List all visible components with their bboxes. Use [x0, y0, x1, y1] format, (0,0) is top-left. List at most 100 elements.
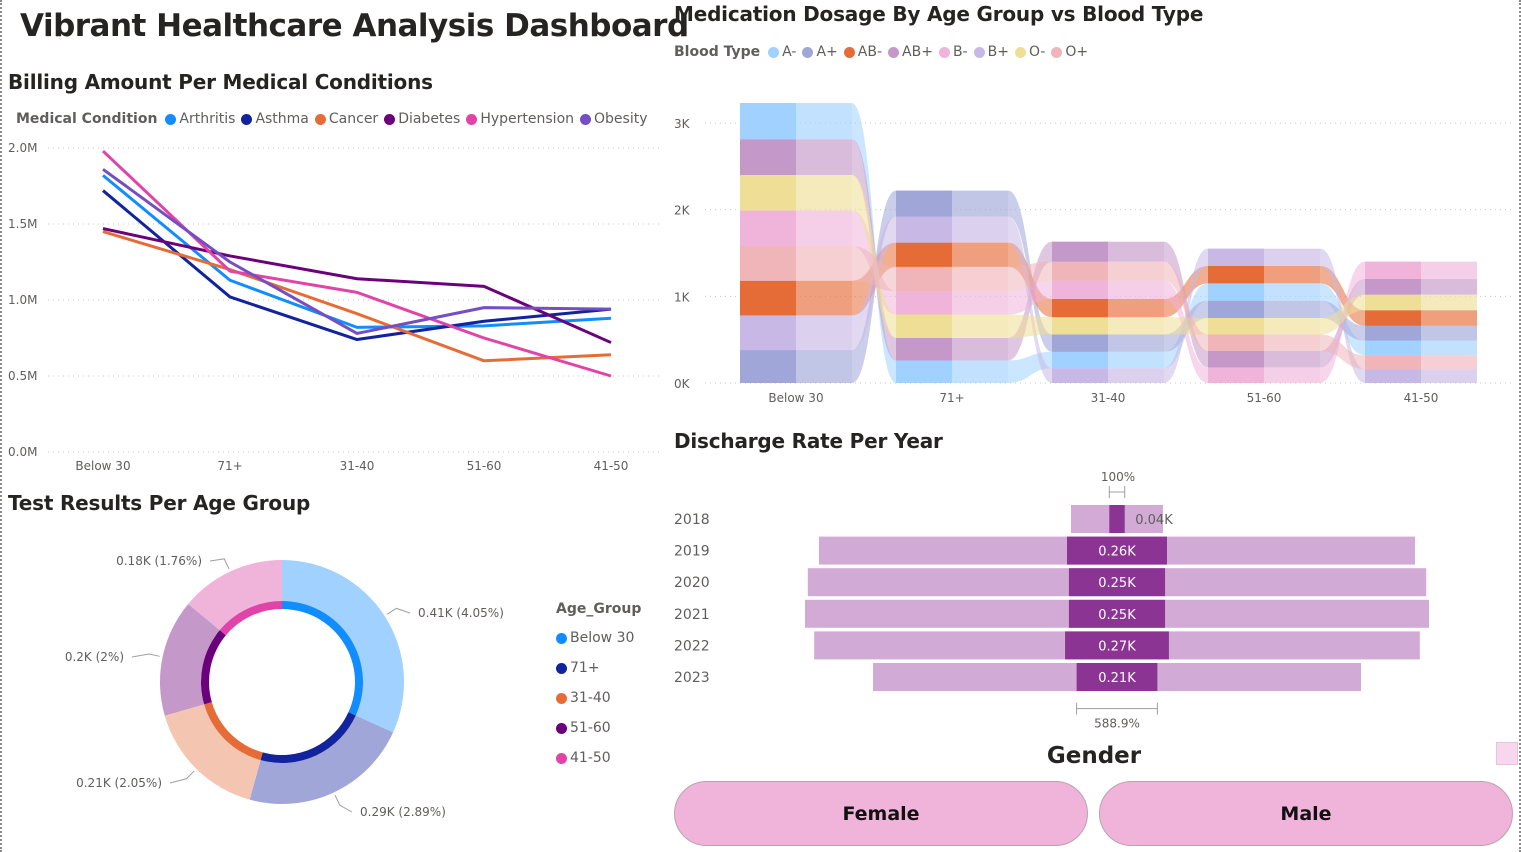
donut-slice-outer-31-40[interactable] — [164, 704, 261, 800]
ribbon-segment-core — [1052, 317, 1108, 335]
gender-female-button[interactable]: Female — [674, 781, 1088, 846]
funnel-bar-2019[interactable] — [1067, 536, 1167, 565]
legend-item-age-group[interactable]: 41-50 — [556, 743, 641, 773]
data-label: 0.29K (2.89%) — [360, 805, 446, 819]
ribbon-O-[interactable] — [1320, 294, 1365, 335]
donut-slice-inner-31-40[interactable] — [204, 702, 263, 761]
funnel-bar-2022[interactable] — [1065, 631, 1169, 660]
funnel-value-label: 0.04K — [1135, 513, 1173, 528]
funnel-bar-2023[interactable] — [1076, 663, 1158, 691]
donut-slice-inner-41-50[interactable] — [219, 601, 282, 636]
ribbon-segment-core — [740, 350, 796, 383]
legend-item-age-group[interactable]: 71+ — [556, 653, 641, 683]
legend-item-obesity[interactable]: Obesity — [580, 111, 648, 127]
ribbon-O+[interactable] — [852, 246, 896, 292]
billing-legend: Medical Condition Arthritis Asthma Cancer D… — [16, 111, 654, 127]
funnel-value-label: 0.25K — [1098, 608, 1136, 623]
ribbon-segment-core — [1052, 261, 1108, 281]
ribbon-column — [740, 103, 852, 383]
legend-item-blood-type[interactable]: O- — [1014, 44, 1045, 60]
legend-label: Obesity — [594, 111, 648, 127]
line-series-cancer[interactable] — [102, 230, 612, 363]
ribbon-O-[interactable] — [1008, 314, 1052, 338]
legend-label: B+ — [987, 44, 1009, 60]
legend-item-arthritis[interactable]: Arthritis — [165, 111, 235, 127]
legend-item-age-group[interactable]: 31-40 — [556, 683, 641, 713]
line-series-arthritis[interactable] — [102, 174, 612, 329]
ribbon-O+[interactable] — [1164, 261, 1208, 351]
discharge-funnel-chart[interactable]: 0.04K 2018 0.26K 2019 0.25K 2020 0.25K 2021 0.27… — [665, 460, 1521, 740]
funnel-year-label: 2023 — [674, 670, 710, 686]
dashboard-title: Vibrant Healthcare Analysis Dashboard — [20, 8, 689, 44]
y-tick-label: 1.0M — [8, 293, 37, 307]
test-results-donut-chart[interactable]: 0.41K (4.05%) 0.29K (2.89%) 0.21K (2.05%) 0… — [0, 530, 540, 840]
legend-item-blood-type[interactable]: A- — [768, 44, 796, 60]
legend-marker-icon — [1051, 46, 1063, 58]
x-tick-label: 71+ — [217, 459, 242, 473]
ribbon-segment-core — [1365, 325, 1421, 341]
legend-label: Asthma — [255, 111, 309, 127]
billing-line-chart[interactable]: 0.0M 0.5M 1.0M 1.5M 2.0M Below 30 71+ 31-40 51-6… — [0, 135, 665, 480]
ribbon-segment-core — [1208, 318, 1264, 335]
medication-ribbon-chart[interactable]: 0K 1K 2K 3K Below 30 71+ 31-40 51-60 41-50 — [665, 95, 1521, 415]
legend-item-hypertension[interactable]: Hypertension — [466, 111, 574, 127]
legend-label: 31-40 — [570, 690, 611, 706]
funnel-bar-2021[interactable] — [1068, 599, 1166, 628]
funnel-bar-2018[interactable] — [1109, 505, 1125, 533]
legend-item-blood-type[interactable]: AB+ — [888, 44, 933, 60]
ribbon-segment-core — [896, 291, 952, 315]
donut-slice-outer-41-50[interactable] — [188, 560, 282, 631]
slicer-selection-indicator[interactable] — [1496, 742, 1518, 765]
legend-marker-icon — [556, 692, 567, 704]
ribbon-segment-core — [1365, 279, 1421, 295]
ribbon-O+[interactable] — [1008, 261, 1052, 292]
line-series-diabetes[interactable] — [102, 227, 612, 344]
ribbon-segment-core — [1365, 340, 1421, 356]
funnel-top-annotation: 100% — [1101, 470, 1135, 484]
ribbon-O+[interactable] — [1320, 334, 1365, 370]
legend-item-age-group[interactable]: 51-60 — [556, 713, 641, 743]
ribbon-segment-core — [1052, 368, 1108, 383]
gender-slicer-title: Gender — [1046, 743, 1142, 769]
legend-marker-icon — [556, 632, 567, 644]
funnel-bar-2020[interactable] — [1068, 568, 1166, 597]
x-tick-label: 31-40 — [340, 459, 375, 473]
ribbon-segment-core — [740, 246, 796, 281]
ribbon-segment-core — [1052, 280, 1108, 299]
legend-item-blood-type[interactable]: A+ — [802, 44, 838, 60]
donut-slice-inner-51-60[interactable] — [201, 630, 226, 705]
donut-slice-outer-51-60[interactable] — [159, 603, 220, 716]
legend-marker-icon — [556, 752, 567, 764]
legend-label: Arthritis — [179, 111, 236, 127]
gender-male-button[interactable]: Male — [1099, 781, 1513, 846]
donut-slice-inner-71+[interactable] — [260, 712, 356, 763]
legend-marker-icon — [802, 46, 814, 58]
legend-item-asthma[interactable]: Asthma — [241, 111, 309, 127]
leader-line — [386, 607, 411, 615]
ribbon-column — [1052, 241, 1164, 383]
legend-marker-icon — [768, 46, 780, 58]
legend-item-diabetes[interactable]: Diabetes — [384, 111, 460, 127]
ribbon-O-[interactable] — [1164, 317, 1208, 335]
line-series-asthma[interactable] — [102, 189, 612, 342]
x-tick-label: Below 30 — [768, 391, 823, 405]
legend-item-age-group[interactable]: Below 30 — [556, 623, 641, 653]
line-series-hypertension[interactable] — [101, 149, 612, 378]
ribbon-B+[interactable] — [1008, 216, 1052, 383]
legend-item-blood-type[interactable]: B- — [938, 44, 968, 60]
donut-slice-outer-Below 30[interactable] — [282, 560, 404, 733]
funnel-bottom-annotation: 588.9% — [1094, 717, 1140, 731]
donut-slice-inner-Below 30[interactable] — [282, 601, 363, 716]
test-results-chart-title: Test Results Per Age Group — [8, 491, 311, 515]
legend-item-blood-type[interactable]: AB- — [843, 44, 882, 60]
donut-slice-outer-71+[interactable] — [249, 715, 394, 804]
line-series-obesity[interactable] — [102, 168, 612, 335]
x-tick-label: 41-50 — [1404, 391, 1439, 405]
ribbon-segment-core — [896, 360, 952, 383]
legend-item-blood-type[interactable]: B+ — [973, 44, 1009, 60]
legend-item-blood-type[interactable]: O+ — [1051, 44, 1088, 60]
funnel-bottom-bracket — [1076, 702, 1158, 715]
ribbon-segment-core — [740, 210, 796, 247]
legend-item-cancer[interactable]: Cancer — [314, 111, 378, 127]
y-tick-label: 2K — [674, 204, 691, 218]
